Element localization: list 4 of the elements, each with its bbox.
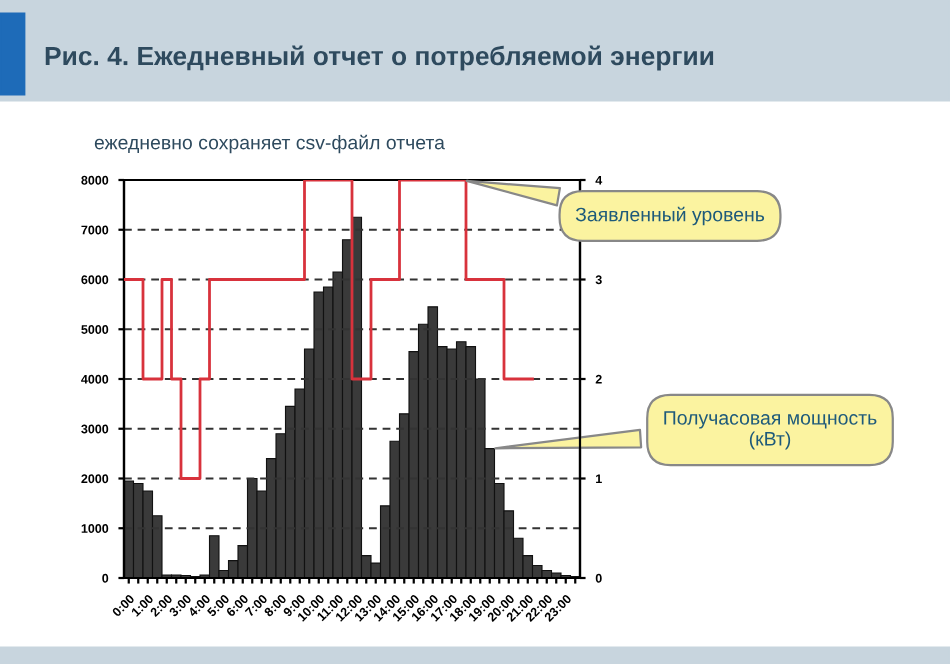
chart-subtitle: ежедневно сохраняет csv-файл отчета xyxy=(94,134,445,154)
chart-title: Рис. 4. Ежедневный отчет о потребляемой энергии xyxy=(45,45,714,71)
text: Получасовая мощность (кВт) xyxy=(664,411,877,450)
text: Заявленный уровень xyxy=(575,206,765,226)
